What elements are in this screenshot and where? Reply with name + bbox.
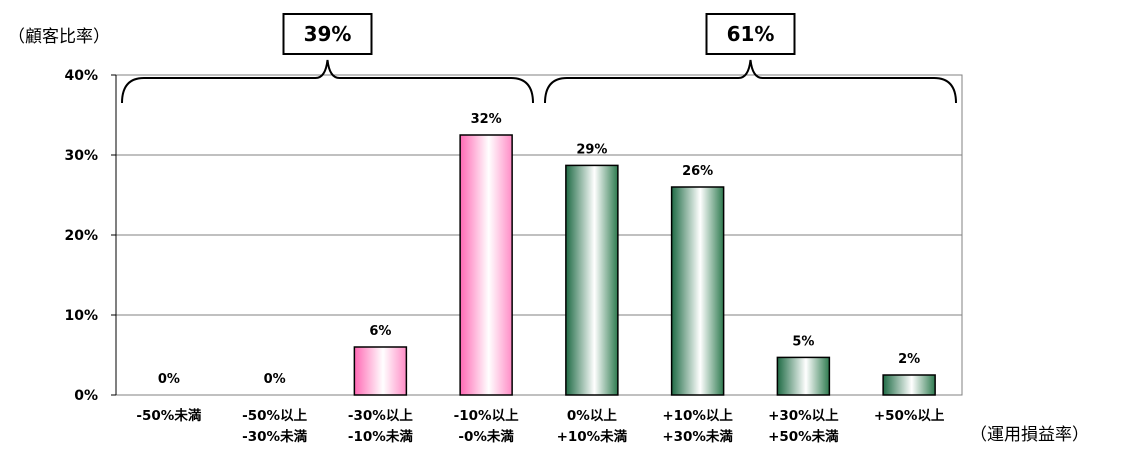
data-label: 2% xyxy=(898,352,920,367)
x-tick-label: -10%以上 xyxy=(454,408,519,424)
x-tick-label: -50%未満 xyxy=(136,407,201,424)
y-tick-label: 20% xyxy=(64,228,98,244)
group-brace xyxy=(544,59,957,104)
group-label: 39% xyxy=(304,22,352,46)
x-tick-label: +30%未満 xyxy=(662,428,733,445)
data-label: 5% xyxy=(792,334,814,349)
data-label: 26% xyxy=(682,164,713,179)
data-label: 0% xyxy=(158,372,180,387)
y-tick-label: 10% xyxy=(64,308,98,324)
x-tick-label: +10%未満 xyxy=(557,428,628,445)
x-tick-label: +50%以上 xyxy=(874,408,945,424)
bar xyxy=(353,346,408,396)
group-box xyxy=(282,13,373,55)
bar xyxy=(670,186,725,396)
x-tick-label: +50%未満 xyxy=(768,428,839,445)
x-tick-label: -0%未満 xyxy=(458,428,514,445)
group-label: 61% xyxy=(727,22,775,46)
x-tick-label: -30%以上 xyxy=(348,408,413,424)
bar xyxy=(565,164,619,396)
x-axis-title: （運用損益率） xyxy=(970,425,1089,445)
x-tick-label: +10%以上 xyxy=(662,408,733,424)
data-label: 0% xyxy=(264,372,286,387)
data-label: 6% xyxy=(369,324,391,339)
x-tick-label: +30%以上 xyxy=(768,408,839,424)
y-axis-title: （顧客比率） xyxy=(8,27,110,47)
y-tick-label: 0% xyxy=(74,388,98,404)
x-tick-label: -50%以上 xyxy=(242,408,307,424)
group-brace xyxy=(121,59,534,104)
bar xyxy=(459,134,513,396)
y-tick-label: 40% xyxy=(64,68,98,84)
x-tick-label: -10%未満 xyxy=(348,428,413,445)
data-label: 32% xyxy=(471,112,502,127)
x-tick-label: 0%以上 xyxy=(567,408,617,424)
y-tick-label: 30% xyxy=(64,148,98,164)
x-tick-label: -30%未満 xyxy=(242,428,307,445)
bar xyxy=(882,374,936,396)
data-label: 29% xyxy=(576,142,607,157)
bar xyxy=(776,356,831,396)
group-box xyxy=(705,13,796,55)
